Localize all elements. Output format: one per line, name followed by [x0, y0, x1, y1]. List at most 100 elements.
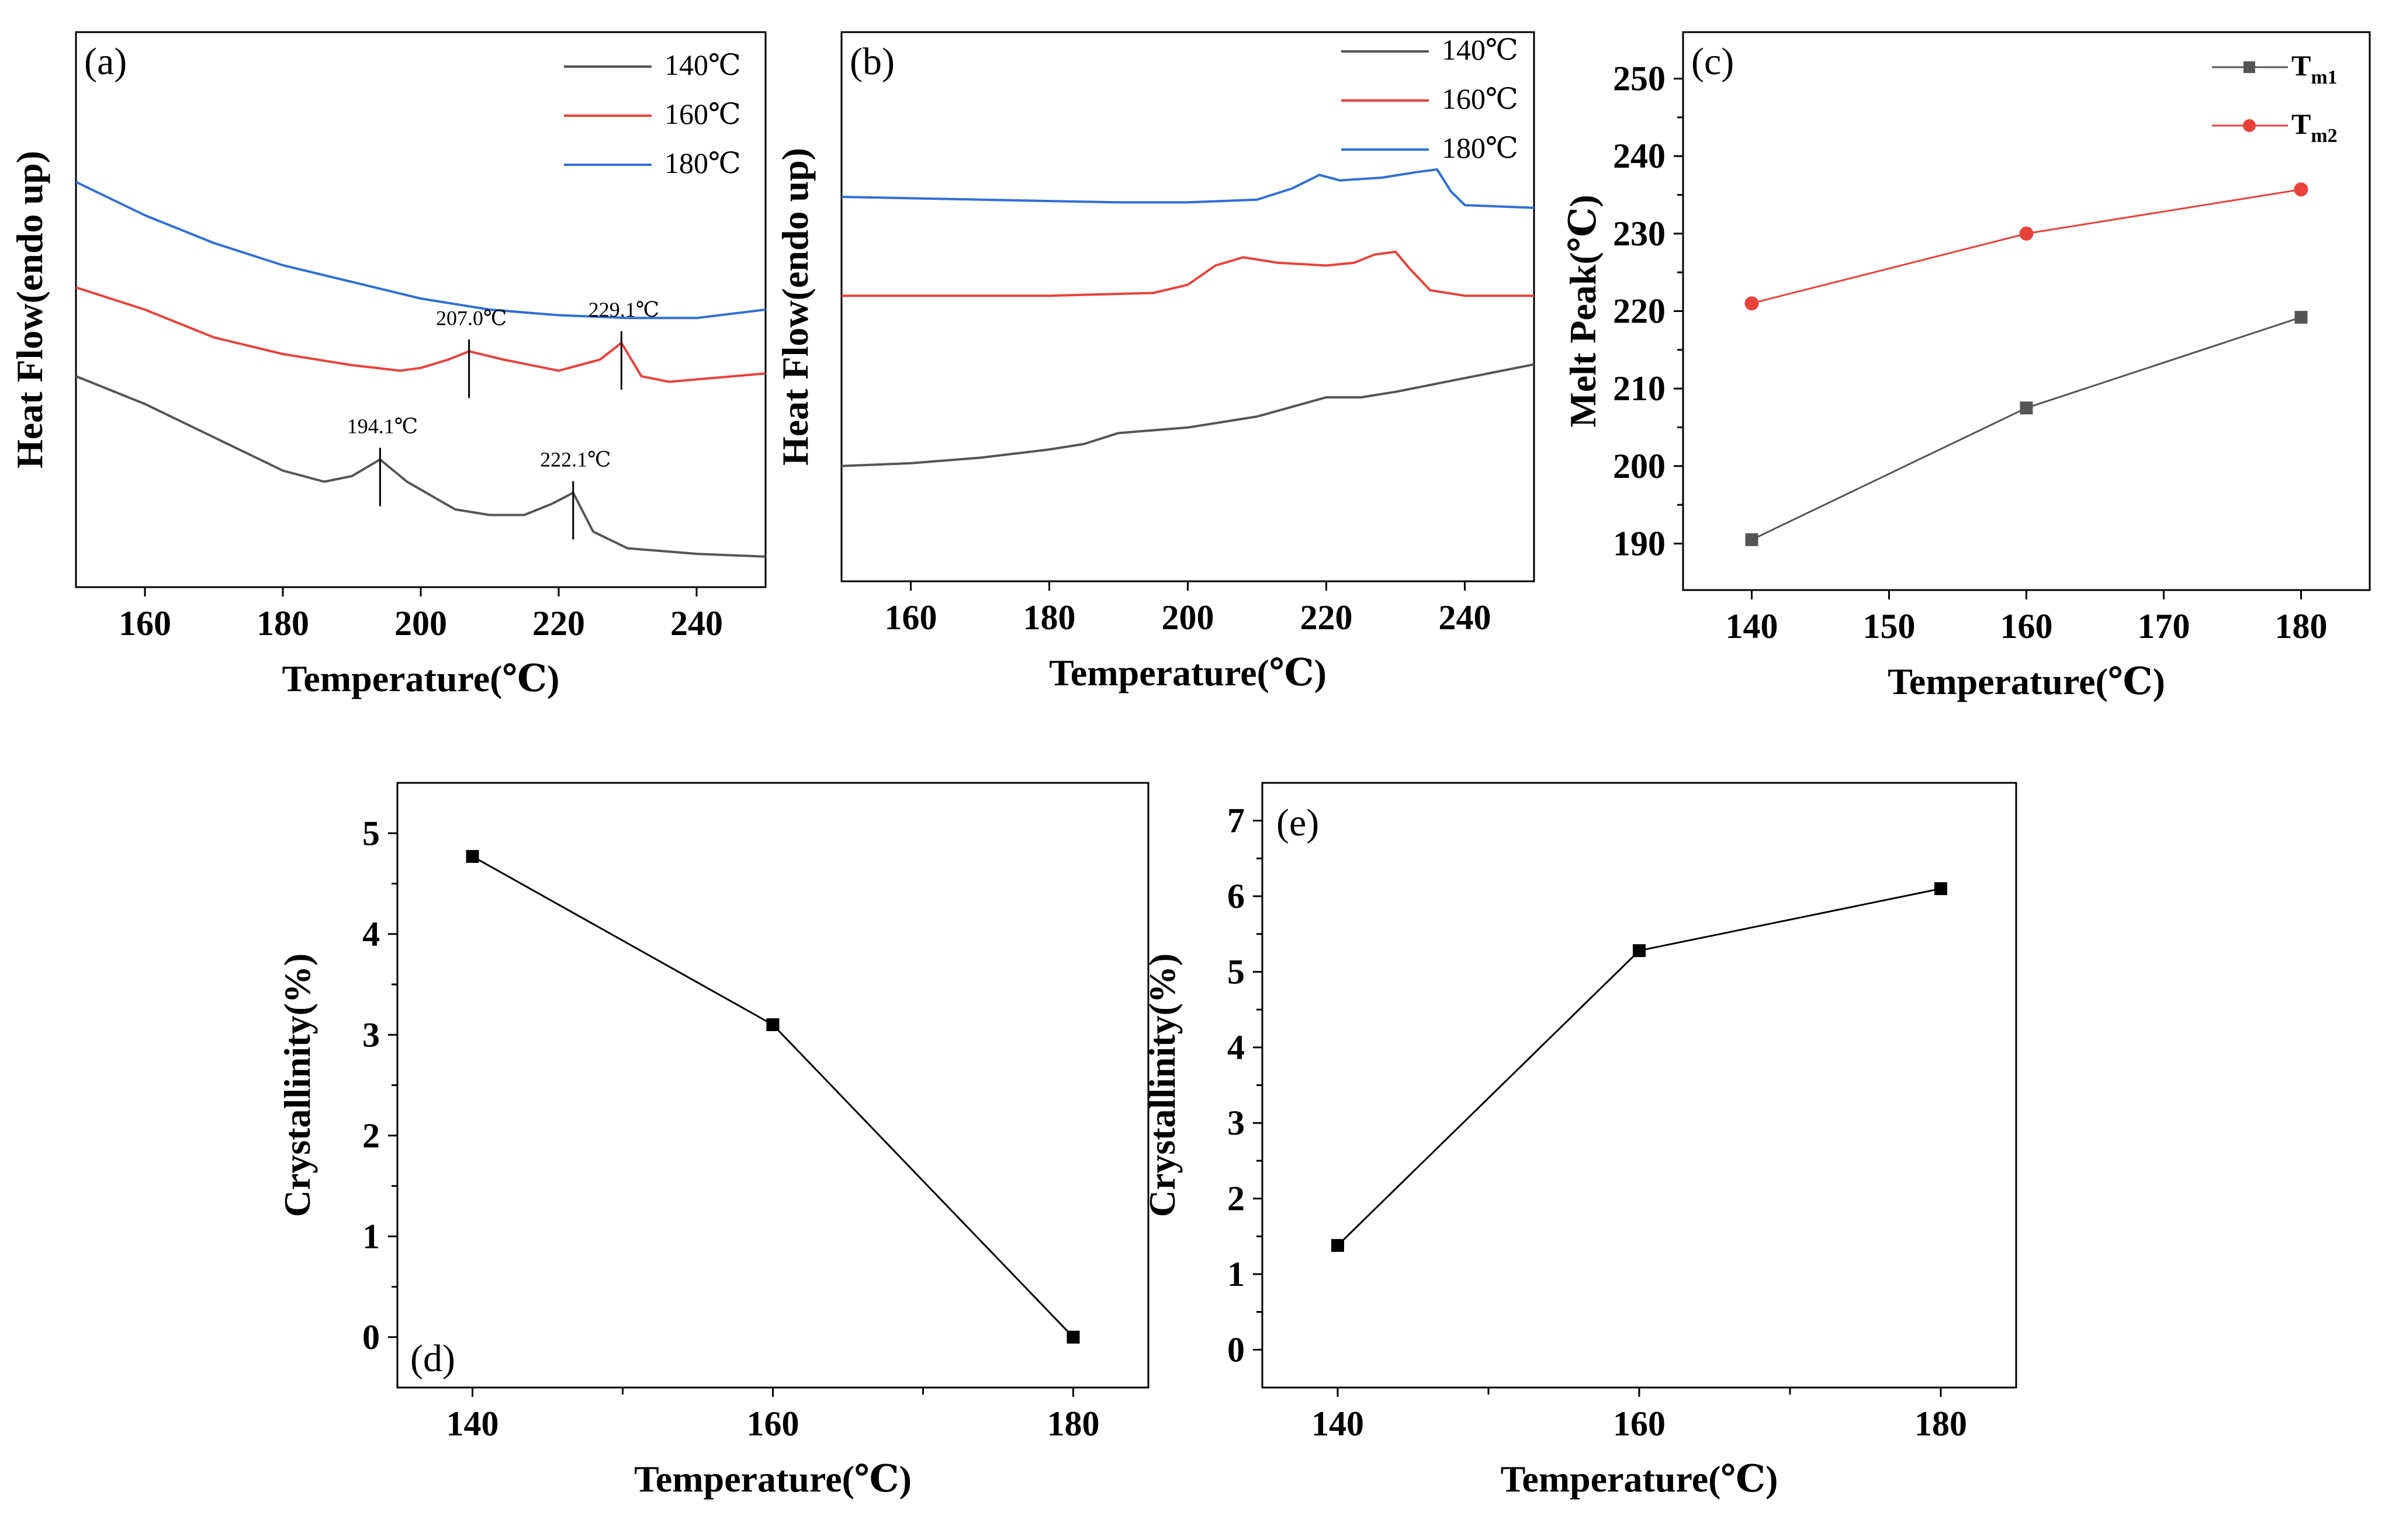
x-tick-label: 170	[2138, 607, 2190, 646]
legend-label: 140℃	[664, 48, 741, 81]
x-tick-label: 160	[1613, 1404, 1666, 1443]
panel-label: (e)	[1276, 802, 1319, 844]
y-tick-label: 5	[1227, 952, 1245, 991]
series-line	[1751, 316, 2301, 541]
y-tick-label: 240	[1613, 137, 1666, 175]
y-tick-label: 230	[1613, 214, 1666, 253]
x-tick-label: 160	[747, 1404, 799, 1443]
data-point	[1067, 1330, 1080, 1344]
series-line	[472, 855, 1074, 1338]
legend-label-subscript: m2	[2311, 125, 2337, 147]
peak-annotation: 229.1℃	[588, 298, 659, 321]
panel-c: 140 150 160 170 180 190 200 210 220 230 240 250 Temp…	[1562, 31, 2371, 702]
x-tick-label: 180	[1023, 598, 1076, 637]
y-tick-label: 200	[1613, 447, 1666, 485]
x-axis-label: Temperature(℃)	[1049, 652, 1327, 693]
y-tick-label: 2	[1227, 1180, 1245, 1218]
x-tick-label: 140	[446, 1404, 499, 1443]
y-tick-label: 250	[1613, 60, 1666, 98]
legend-label: 180℃	[1442, 131, 1518, 164]
legend-marker	[2243, 119, 2256, 132]
data-point	[1633, 944, 1646, 958]
y-axis-label: Heat Flow(endo up)	[9, 151, 50, 469]
x-axis-label: Temperature(℃)	[282, 658, 560, 699]
data-point	[1934, 882, 1947, 896]
legend-label: Tm2	[2291, 107, 2338, 147]
y-tick-label: 0	[362, 1318, 380, 1357]
y-tick-label: 7	[1227, 802, 1245, 840]
plot-frame	[1682, 31, 2371, 591]
x-tick-label: 240	[670, 604, 723, 643]
y-axis-label: Melt Peak(℃)	[1562, 195, 1604, 427]
x-tick-label: 180	[1047, 1404, 1100, 1443]
x-tick-label: 180	[2275, 607, 2328, 646]
data-point	[2294, 311, 2308, 324]
y-tick-label: 220	[1613, 292, 1666, 331]
series-line	[75, 286, 766, 383]
y-axis-label: Crystallinity(%)	[1141, 953, 1183, 1218]
x-tick-label: 140	[1311, 1404, 1364, 1443]
x-tick-label: 240	[1439, 598, 1491, 637]
y-tick-label: 2	[362, 1116, 380, 1155]
series-line	[1337, 887, 1941, 1246]
panel-b: 160 180 200 220 240 Temperature(℃) Heat Flow(e…	[774, 31, 1535, 693]
plot-frame	[1261, 782, 2017, 1389]
legend-label: 160℃	[664, 98, 741, 130]
panel-label: (b)	[850, 40, 895, 83]
panel-label: (d)	[410, 1337, 455, 1380]
y-tick-label: 1	[362, 1217, 380, 1255]
series-line	[75, 181, 766, 320]
legend-label: Tm1	[2291, 49, 2338, 88]
data-point	[466, 849, 479, 863]
panel-label: (a)	[84, 40, 127, 83]
x-tick-label: 140	[1726, 607, 1778, 646]
y-tick-label: 4	[1227, 1028, 1245, 1067]
x-tick-label: 180	[1914, 1404, 1967, 1443]
panel-a: 160 180 200 220 240 Temperature(℃) Heat Flow(e…	[9, 31, 767, 699]
data-point	[2019, 226, 2034, 241]
legend-label: 140℃	[1442, 33, 1518, 66]
legend-label-main: T	[2291, 107, 2311, 140]
data-point	[1745, 533, 1758, 546]
y-axis-label: Crystallinity(%)	[276, 953, 318, 1218]
plot-frame	[840, 31, 1535, 582]
series-line	[75, 375, 766, 558]
y-tick-label: 210	[1613, 369, 1666, 408]
data-point	[2020, 401, 2033, 415]
data-point	[2294, 182, 2308, 197]
panel-e: 140 160 180 0 1 2 3 4 5 6 7 Temperature(℃) Crystalli…	[1141, 782, 2017, 1500]
legend-label: 160℃	[1442, 82, 1518, 115]
series-line	[842, 251, 1534, 297]
y-tick-label: 4	[362, 915, 380, 953]
panel-d: 140 160 180 0 1 2 3 4 5 Temperature(℃) Crystallini…	[276, 782, 1150, 1500]
x-tick-label: 160	[119, 604, 171, 643]
y-axis-label: Heat Flow(endo up)	[774, 148, 816, 466]
y-tick-label: 0	[1227, 1330, 1245, 1369]
y-tick-label: 190	[1613, 524, 1666, 563]
x-tick-label: 160	[2000, 607, 2053, 646]
legend-label: 180℃	[664, 147, 741, 179]
data-point	[766, 1018, 780, 1031]
legend-marker	[2243, 61, 2255, 73]
x-tick-label: 180	[257, 604, 309, 643]
series-line	[841, 168, 1535, 209]
series-line	[841, 363, 1535, 467]
plot-frame	[396, 782, 1150, 1389]
series-line	[1751, 188, 2301, 304]
peak-annotation: 207.0℃	[436, 306, 507, 329]
x-axis-label: Temperature(℃)	[1501, 1458, 1778, 1500]
peak-annotation: 222.1℃	[540, 448, 611, 471]
x-axis-label: Temperature(℃)	[634, 1458, 912, 1500]
x-tick-label: 200	[394, 604, 447, 643]
x-tick-label: 220	[532, 604, 585, 643]
x-tick-label: 220	[1300, 598, 1353, 637]
panel-label: (c)	[1691, 40, 1734, 83]
x-tick-label: 200	[1162, 598, 1214, 637]
x-tick-label: 150	[1863, 607, 1916, 646]
legend-label-main: T	[2291, 49, 2311, 82]
y-tick-label: 3	[362, 1015, 380, 1054]
x-axis-label: Temperature(℃)	[1888, 661, 2165, 702]
x-tick-label: 160	[885, 598, 937, 637]
y-tick-label: 1	[1227, 1255, 1245, 1293]
